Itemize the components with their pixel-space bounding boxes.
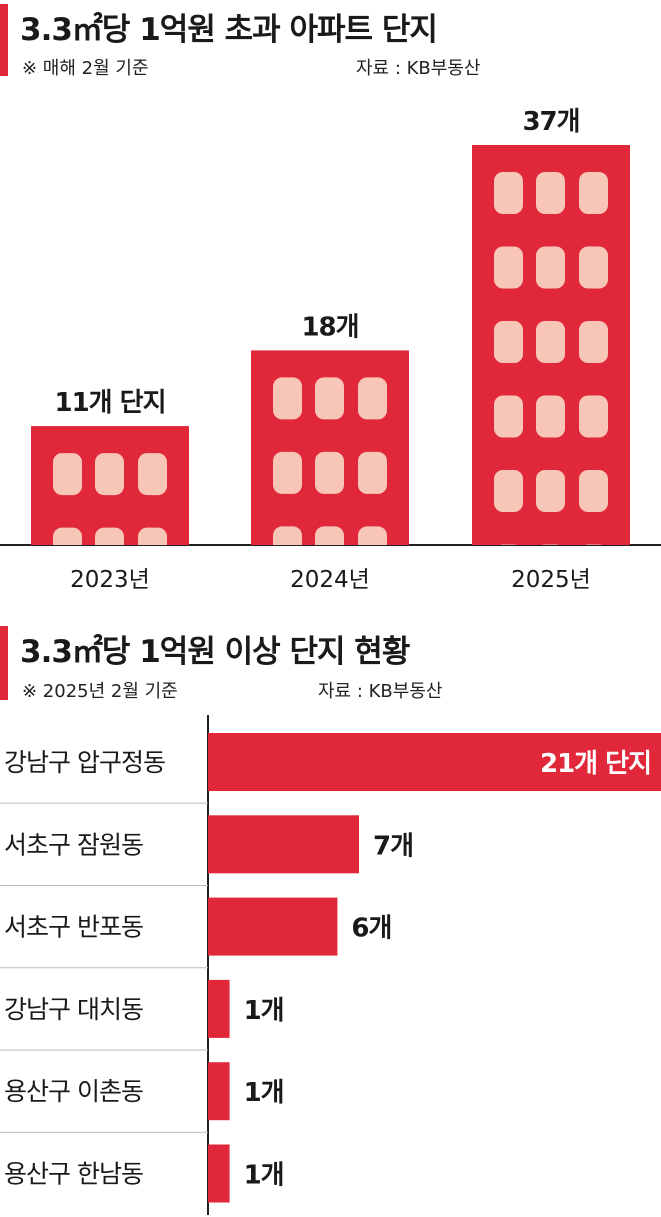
chart1-note: ※ 매해 2월 기준 [22,58,149,79]
data-label: 7개 [373,831,413,861]
building-bar-2023년 [31,426,189,546]
row-서초구 반포동: 서초구 반포동 6개 [0,897,392,969]
window [536,395,565,438]
window [579,172,608,214]
building-windows [53,453,167,546]
window [494,246,523,289]
window [579,246,608,289]
building-bar-2025년 [472,145,630,545]
data-label: 11개 단지 [55,388,166,418]
window [542,544,559,545]
bar [208,979,230,1038]
bar [208,1144,230,1203]
window [500,544,517,545]
row-강남구 압구정동: 강남구 압구정동 21개 단지 [0,733,661,804]
bar [208,1062,230,1121]
window [95,453,124,496]
category-label: 강남구 대치동 [4,995,143,1024]
window [494,395,523,438]
bar [208,733,661,791]
building-bar-2024년 [251,350,409,545]
row-용산구 이촌동: 용산구 이촌동 1개 [0,1062,285,1133]
window [494,321,523,363]
window [138,453,167,496]
row-용산구 한남동: 용산구 한남동 1개 [4,1144,285,1203]
chart1-title: 3.3㎡당 1억원 초과 아파트 단지 [20,12,438,48]
window [273,451,302,494]
window [494,172,523,214]
category-label: 강남구 압구정동 [4,748,165,777]
window [536,321,565,363]
window [53,527,82,546]
window [273,377,302,420]
row-강남구 대치동: 강남구 대치동 1개 [0,979,285,1051]
data-label: 1개 [244,1161,284,1191]
data-label: 18개 [301,312,358,342]
category-label: 서초구 반포동 [4,913,143,942]
chart2-source: 자료 : KB부동산 [318,681,443,702]
window [315,451,344,494]
window [315,377,344,420]
x-tick-label: 2024년 [290,567,370,593]
chart1-title-bar [0,4,8,76]
window [358,451,387,494]
window [315,526,344,545]
window [95,527,124,546]
building-windows [273,377,387,545]
x-tick-label: 2025년 [511,567,591,593]
data-label: 6개 [351,914,391,944]
chart1-source: 자료 : KB부동산 [356,58,481,79]
row-서초구 잠원동: 서초구 잠원동 7개 [0,815,414,886]
window [138,527,167,546]
window [579,470,608,512]
building-bar-chart: 11개 단지 2023년 18개 2024년 37개 2025년 [0,107,661,593]
window [579,395,608,438]
window [358,377,387,420]
window [53,453,82,496]
window [536,172,565,214]
category-label: 용산구 이촌동 [4,1077,143,1106]
window [273,526,302,545]
category-label: 용산구 한남동 [4,1160,143,1189]
building-windows [494,172,608,545]
window [536,470,565,512]
bar [208,815,359,874]
window [536,246,565,289]
data-label: 1개 [244,996,284,1026]
window [585,544,602,545]
window [358,526,387,545]
category-label: 서초구 잠원동 [4,830,143,859]
data-label: 37개 [522,107,579,137]
x-tick-label: 2023년 [70,567,150,593]
chart2-note: ※ 2025년 2월 기준 [22,681,178,702]
chart2-title-bar [0,626,8,700]
window [494,470,523,512]
data-label: 1개 [244,1078,284,1108]
window [579,321,608,363]
data-label: 21개 단지 [540,749,651,779]
chart2-title: 3.3㎡당 1억원 이상 단지 현황 [20,634,410,670]
bar [208,897,338,956]
